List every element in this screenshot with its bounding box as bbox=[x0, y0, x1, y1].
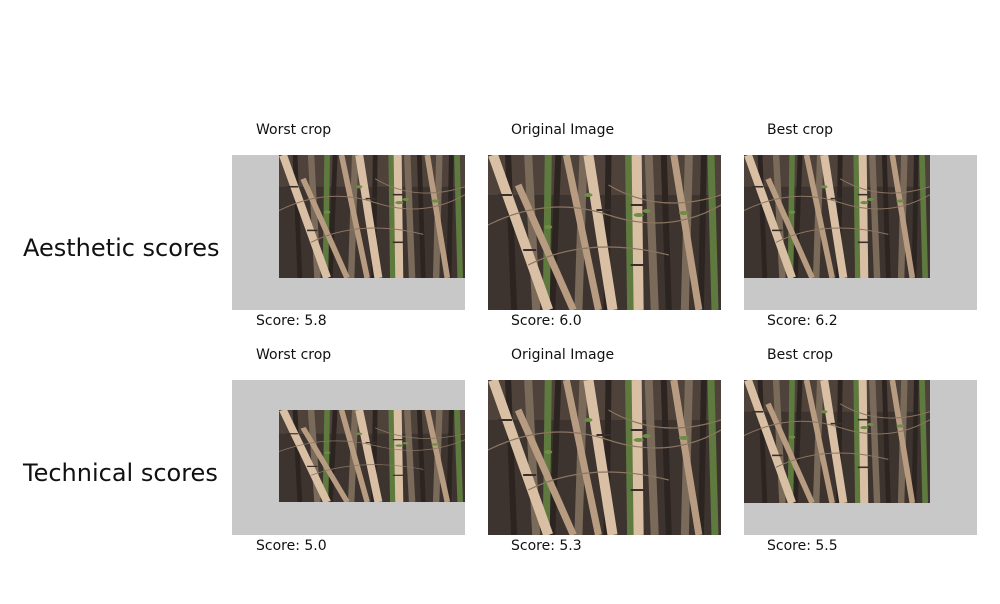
original-image-panel-technical bbox=[488, 380, 721, 535]
bamboo-photo bbox=[279, 155, 465, 278]
panel-score: Score: 5.0 bbox=[256, 538, 327, 554]
panel-caption: Worst crop bbox=[256, 347, 332, 363]
bamboo-photo bbox=[488, 380, 721, 535]
bamboo-photo bbox=[488, 155, 721, 310]
panel-caption: Best crop bbox=[767, 347, 834, 363]
panel-score: Score: 5.3 bbox=[511, 538, 582, 554]
panel-score: Score: 5.5 bbox=[767, 538, 838, 554]
panel-score: Score: 6.0 bbox=[511, 313, 582, 329]
row-title-aesthetic: Aesthetic scores bbox=[23, 234, 220, 262]
panel-caption: Original Image bbox=[511, 122, 615, 138]
panel-caption: Original Image bbox=[511, 347, 615, 363]
panel-caption: Best crop bbox=[767, 122, 834, 138]
crop-panel-best-aesthetic bbox=[744, 155, 977, 310]
crop-panel-best-technical bbox=[744, 380, 977, 535]
panel-score: Score: 6.2 bbox=[767, 313, 838, 329]
crop-panel-worst-technical bbox=[232, 380, 465, 535]
original-image-panel-aesthetic bbox=[488, 155, 721, 310]
bamboo-photo bbox=[279, 410, 465, 502]
panel-score: Score: 5.8 bbox=[256, 313, 327, 329]
crop-panel-worst-aesthetic bbox=[232, 155, 465, 310]
bamboo-photo bbox=[744, 380, 930, 503]
row-title-technical: Technical scores bbox=[23, 459, 218, 487]
bamboo-photo bbox=[744, 155, 930, 278]
panel-caption: Worst crop bbox=[256, 122, 332, 138]
